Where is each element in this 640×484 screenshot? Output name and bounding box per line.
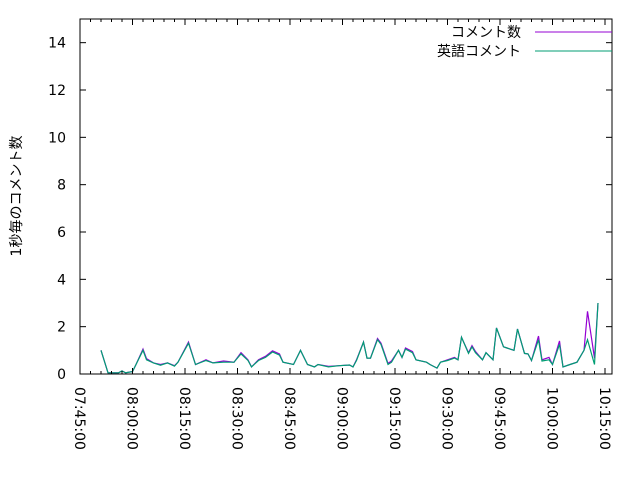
x-tick-label: 09:45:00	[491, 387, 507, 450]
legend-label-1: 英語コメント	[437, 43, 521, 60]
ticks-layer: 0 2 4 6 8 10 12 14 07:45:00 08:00:00 08:15:00 08:30…	[48, 19, 612, 450]
y-tick-label: 10	[48, 130, 66, 146]
x-tick-label: 08:30:00	[229, 387, 245, 450]
x-tick-label: 10:15:00	[596, 387, 612, 450]
x-tick-label: 10:00:00	[544, 387, 560, 450]
x-tick-label: 08:45:00	[281, 387, 297, 450]
x-tick-label: 07:45:00	[71, 387, 87, 450]
series-line-1	[101, 303, 598, 373]
legend-label-0: コメント数	[451, 25, 521, 41]
x-tick-label: 09:00:00	[334, 387, 350, 450]
y-tick-label: 12	[48, 83, 66, 99]
x-tick-label: 09:15:00	[386, 387, 402, 450]
y-tick-label: 6	[57, 225, 66, 241]
y-tick-label: 8	[57, 178, 66, 194]
series-line-0	[101, 303, 598, 373]
series-layer	[101, 303, 598, 373]
y-tick-label: 2	[57, 320, 66, 336]
legend: コメント数 英語コメント	[437, 25, 612, 60]
plot-border	[80, 19, 612, 374]
y-axis-label: 1秒毎のコメント数	[9, 136, 25, 257]
x-tick-label: 08:15:00	[176, 387, 192, 450]
y-tick-label: 14	[48, 36, 66, 52]
x-tick-label: 08:00:00	[124, 387, 140, 450]
y-tick-label: 0	[57, 367, 66, 383]
x-tick-label: 09:30:00	[439, 387, 455, 450]
y-tick-label: 4	[57, 272, 66, 288]
